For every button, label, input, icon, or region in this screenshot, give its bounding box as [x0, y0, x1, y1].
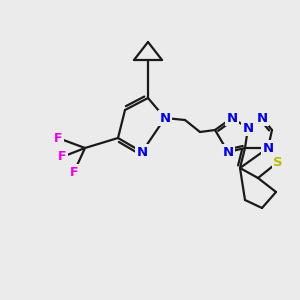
Text: F: F [70, 166, 78, 178]
Text: F: F [54, 131, 62, 145]
Text: N: N [226, 112, 238, 124]
Text: F: F [58, 151, 66, 164]
Text: N: N [159, 112, 171, 124]
Text: N: N [256, 112, 268, 124]
Text: S: S [273, 155, 283, 169]
Text: N: N [262, 142, 274, 154]
Text: N: N [242, 122, 253, 134]
Text: N: N [222, 146, 234, 158]
Text: N: N [136, 146, 148, 158]
